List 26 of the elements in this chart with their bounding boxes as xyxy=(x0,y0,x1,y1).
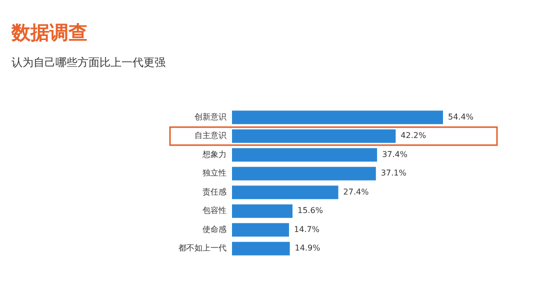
y-tick-label: 创新意识 xyxy=(194,112,226,122)
data-label: 14.9% xyxy=(294,244,321,253)
data-label: 37.4% xyxy=(382,150,408,159)
y-tick-label: 责任感 xyxy=(202,187,226,196)
data-label: 42.2% xyxy=(400,131,426,140)
data-label: 37.1% xyxy=(380,168,407,178)
bar xyxy=(232,166,376,180)
data-label: 27.4% xyxy=(343,187,370,196)
bar xyxy=(232,242,290,256)
bar xyxy=(232,223,290,237)
y-tick-label: 都不如上一代 xyxy=(178,244,226,253)
y-tick-label: 独立性 xyxy=(202,168,226,178)
data-label: 15.6% xyxy=(298,206,324,216)
bar xyxy=(232,129,396,143)
y-tick-label: 包容性 xyxy=(202,206,226,216)
bar xyxy=(232,186,338,200)
y-tick-label: 自主意识 xyxy=(194,131,226,140)
y-tick-label: 使命感 xyxy=(202,224,226,234)
y-tick-label: 想象力 xyxy=(202,150,226,159)
bar xyxy=(232,204,293,218)
data-label: 54.4% xyxy=(448,112,474,122)
text: 认为自己哪些方面比上一代更强 xyxy=(11,56,166,69)
bar xyxy=(232,110,443,124)
text: 数据调查 xyxy=(10,22,88,44)
bar xyxy=(232,148,378,162)
data-label: 14.7% xyxy=(294,224,320,234)
